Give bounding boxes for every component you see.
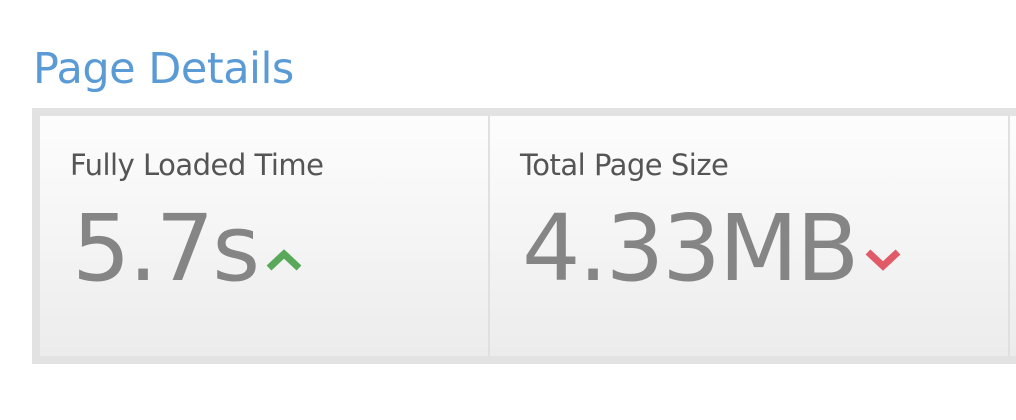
chevron-up-icon — [266, 190, 302, 291]
metric-card-total-page-size: Total Page Size 4.33MB — [490, 116, 1010, 356]
metric-value: 4.33MB — [522, 195, 859, 302]
metric-card-partial — [1010, 116, 1016, 356]
metric-value: 5.7s — [72, 195, 260, 302]
metric-card-fully-loaded-time: Fully Loaded Time 5.7s — [40, 116, 490, 356]
section-title: Page Details — [33, 44, 294, 94]
metric-label: Total Page Size — [520, 148, 729, 182]
metric-value-row: 4.33MB — [522, 198, 901, 305]
metrics-panel: Fully Loaded Time 5.7s Total Page Size 4… — [32, 108, 1016, 364]
metric-value-row: 5.7s — [72, 198, 302, 305]
chevron-down-icon — [865, 190, 901, 291]
metric-label: Fully Loaded Time — [70, 148, 324, 182]
